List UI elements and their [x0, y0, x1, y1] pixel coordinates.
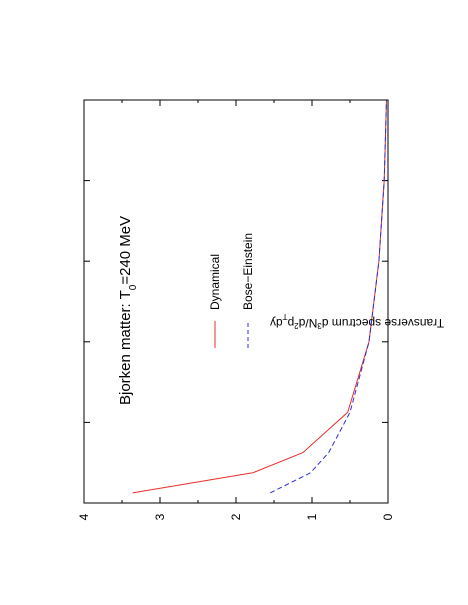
legend-label-bose-einstein: Bose−Einstein	[241, 233, 255, 310]
y-tick-label: 1	[305, 513, 319, 520]
series-layer	[132, 99, 387, 494]
legend-label-dynamical: Dynamical	[208, 254, 222, 310]
legend: Dynamical Bose−Einstein	[208, 233, 255, 348]
y-tick-label: 2	[229, 513, 243, 520]
y-tick-label: 0	[381, 513, 395, 520]
series-line-dynamical	[132, 99, 387, 494]
y-tick-label: 3	[153, 513, 167, 520]
annotation-text: Bjorken matter: T0=240 MeV	[117, 216, 139, 405]
tick-layer: 0 1 2 3 4	[77, 100, 395, 520]
y-tick-label: 4	[77, 513, 91, 520]
y-axis-label: Transverse spectrum d3N/d2pTdy	[270, 313, 444, 331]
series-line-bose-einstein	[269, 99, 387, 494]
